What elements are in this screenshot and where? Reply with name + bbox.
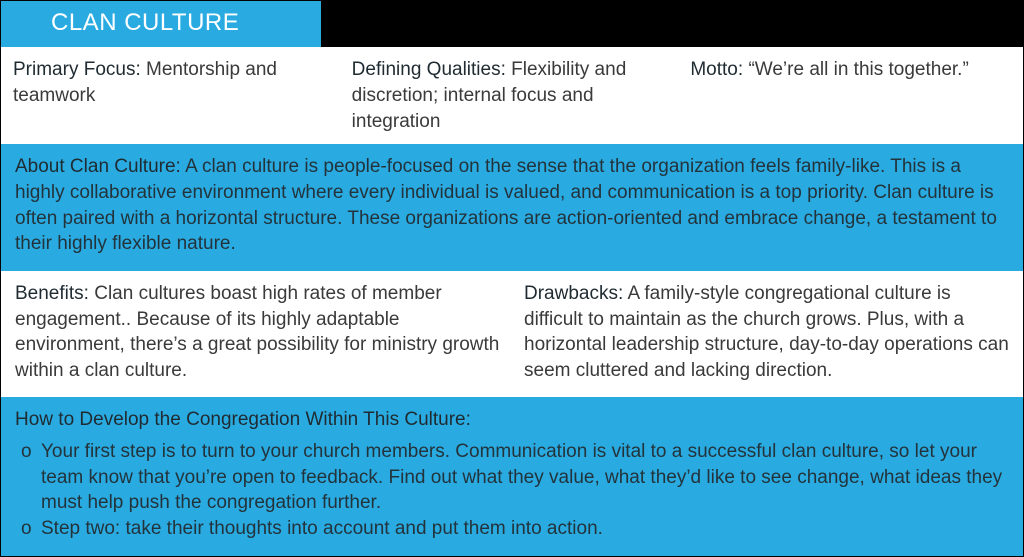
- motto-label: Motto:: [690, 59, 743, 80]
- motto-value: “We’re all in this together.”: [748, 59, 968, 80]
- pros-cons-row: Benefits: Clan cultures boast high rates…: [1, 271, 1023, 398]
- develop-list: o Your first step is to turn to your chu…: [15, 439, 1009, 542]
- defining-qualities-label: Defining Qualities:: [352, 59, 506, 80]
- title-text: CLAN CULTURE: [51, 9, 239, 36]
- develop-label: How to Develop the Congregation Within T…: [15, 407, 1009, 433]
- drawbacks: Drawbacks: A family-style congregational…: [524, 281, 1009, 384]
- card-title: CLAN CULTURE: [1, 1, 321, 47]
- summary-row: Primary Focus: Mentorship and teamwork D…: [1, 47, 1023, 144]
- about-row: About Clan Culture: A clan culture is pe…: [1, 144, 1023, 271]
- list-item: o Your first step is to turn to your chu…: [15, 439, 1009, 516]
- bullet-icon: o: [21, 516, 41, 542]
- list-item-text: Your first step is to turn to your churc…: [41, 439, 1009, 516]
- benefits-label: Benefits:: [15, 283, 89, 304]
- list-item: o Step two: take their thoughts into acc…: [15, 516, 1009, 542]
- bullet-icon: o: [21, 439, 41, 465]
- develop-row: How to Develop the Congregation Within T…: [1, 397, 1023, 555]
- drawbacks-label: Drawbacks:: [524, 283, 623, 304]
- motto: Motto: “We’re all in this together.”: [690, 57, 1011, 134]
- info-card: CLAN CULTURE Primary Focus: Mentorship a…: [0, 0, 1024, 557]
- primary-focus: Primary Focus: Mentorship and teamwork: [13, 57, 334, 134]
- list-item-text: Step two: take their thoughts into accou…: [41, 516, 1009, 542]
- title-row: CLAN CULTURE: [1, 1, 1023, 47]
- benefits: Benefits: Clan cultures boast high rates…: [15, 281, 500, 384]
- title-spacer: [321, 1, 1023, 47]
- primary-focus-label: Primary Focus:: [13, 59, 141, 80]
- about-label: About Clan Culture:: [15, 156, 181, 177]
- defining-qualities: Defining Qualities: Flexibility and disc…: [352, 57, 673, 134]
